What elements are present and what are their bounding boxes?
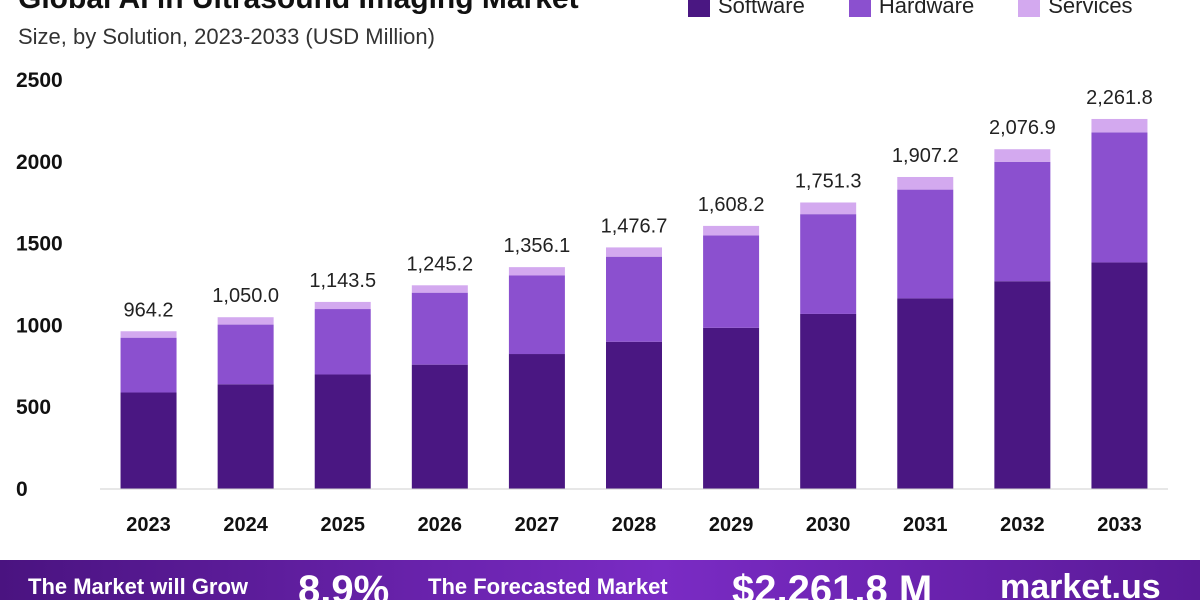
total-label-2030: 1,751.3	[795, 170, 862, 192]
bar-segment-services-2023	[120, 331, 177, 338]
bar-segment-software-2030	[800, 313, 857, 489]
bar-segment-hardware-2026	[411, 292, 468, 365]
bar-segment-software-2026	[411, 364, 468, 489]
bar-segment-hardware-2033	[1091, 132, 1148, 263]
bar-segment-services-2024	[217, 317, 274, 325]
total-label-2027: 1,356.1	[504, 235, 571, 257]
bar-segment-software-2031	[897, 298, 954, 489]
footer-forecast-value: $2,261.8 M	[732, 568, 933, 600]
bar-segment-software-2027	[508, 354, 565, 489]
legend: Software Hardware Services	[688, 0, 1177, 18]
bar-segment-services-2032	[994, 149, 1051, 162]
bar-segment-hardware-2030	[800, 214, 857, 314]
bar-segment-services-2028	[606, 247, 662, 257]
y-tick-label: 1500	[16, 233, 63, 256]
total-label-2023: 964.2	[124, 299, 174, 321]
x-tick-label-2028: 2028	[612, 514, 657, 536]
x-tick-label-2029: 2029	[709, 514, 754, 536]
bar-segment-services-2029	[703, 225, 760, 236]
bar-segment-software-2025	[314, 374, 371, 489]
footer-banner: The Market will Grow 8.9% The Forecasted…	[0, 560, 1200, 600]
footer-grow-text: The Market will Grow	[28, 574, 249, 599]
total-label-2024: 1,050.0	[212, 285, 279, 307]
total-label-2029: 1,608.2	[698, 194, 765, 216]
bar-segment-software-2023	[120, 392, 177, 489]
bar-segment-hardware-2027	[508, 275, 565, 355]
y-axis: 0 500 1000 1500 2000 2500	[16, 69, 63, 501]
footer-brand: market.us	[1000, 568, 1161, 600]
bar-segment-software-2028	[606, 341, 662, 489]
y-tick-label: 2000	[16, 151, 63, 174]
y-tick-label: 0	[16, 478, 28, 501]
bars	[120, 118, 1148, 489]
bar-segment-hardware-2024	[217, 324, 274, 385]
bar-segment-software-2024	[217, 384, 274, 489]
legend-item-hardware: Hardware	[848, 0, 975, 19]
bar-segment-hardware-2032	[994, 161, 1051, 282]
total-label-2032: 2,076.9	[989, 117, 1056, 139]
legend-label-services: Services	[1048, 0, 1133, 18]
bar-segment-software-2029	[703, 327, 760, 489]
x-tick-label-2024: 2024	[223, 514, 268, 536]
y-tick-label: 2500	[16, 69, 63, 92]
x-tick-label-2026: 2026	[418, 514, 463, 536]
y-tick-label: 500	[16, 396, 51, 419]
x-tick-label-2023: 2023	[126, 514, 171, 536]
x-tick-label-2025: 2025	[320, 514, 365, 536]
bar-segment-hardware-2028	[606, 256, 662, 342]
x-tick-label-2032: 2032	[1000, 514, 1045, 536]
total-label-2026: 1,245.2	[406, 253, 473, 275]
x-tick-label-2031: 2031	[903, 514, 948, 536]
legend-swatch-hardware	[848, 0, 871, 17]
footer-cagr-value: 8.9%	[298, 568, 390, 600]
total-labels: 964.2 1,050.0 1,143.5 1,245.2 1,356.1 1,476.7…	[124, 87, 1153, 321]
y-tick-label: 1000	[16, 314, 63, 337]
bar-segment-hardware-2031	[897, 189, 954, 299]
bar-segment-hardware-2025	[314, 309, 371, 375]
x-tick-label-2033: 2033	[1097, 514, 1142, 536]
bar-segment-services-2025	[314, 301, 371, 310]
legend-swatch-software	[688, 0, 710, 17]
bar-segment-services-2027	[508, 267, 565, 276]
bar-segment-hardware-2029	[703, 235, 760, 328]
total-label-2033: 2,261.8	[1086, 87, 1153, 109]
x-axis: 2023 2024 2025 2026 2027 2028 2029 2030 2031 2032…	[100, 488, 1168, 536]
footer-forecast-text: The Forecasted Market	[428, 574, 668, 599]
legend-label-hardware: Hardware	[878, 0, 975, 18]
chart-subtitle: Size, by Solution, 2023-2033 (USD Millio…	[18, 24, 435, 49]
bar-segment-services-2026	[411, 285, 468, 293]
bar-segment-software-2033	[1091, 262, 1148, 489]
bar-segment-services-2030	[800, 202, 857, 215]
x-tick-label-2027: 2027	[515, 514, 560, 536]
legend-label-software: Software	[718, 0, 805, 18]
x-tick-label-2030: 2030	[806, 514, 851, 536]
legend-item-software: Software	[688, 0, 805, 19]
bar-segment-services-2033	[1091, 118, 1148, 133]
legend-item-services: Services	[1018, 0, 1133, 19]
legend-swatch-services	[1018, 0, 1041, 17]
total-label-2025: 1,143.5	[309, 270, 376, 292]
chart-title: Global AI in Ultrasound Imaging Market	[18, 0, 579, 16]
bar-segment-hardware-2023	[120, 337, 177, 393]
bar-segment-software-2032	[994, 281, 1051, 489]
total-label-2028: 1,476.7	[601, 215, 668, 237]
total-label-2031: 1,907.2	[892, 145, 959, 167]
bar-segment-services-2031	[897, 176, 954, 190]
